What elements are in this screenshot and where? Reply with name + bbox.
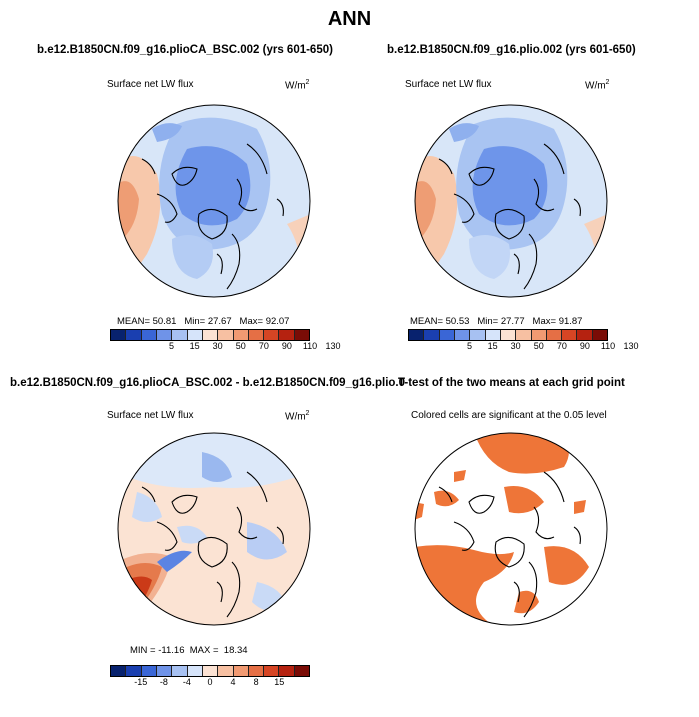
colorbar-swatch — [562, 330, 578, 340]
colorbar-tick-label: 70 — [556, 341, 567, 351]
colorbar-swatch — [156, 666, 173, 676]
panel4-case-title: T-test of the two means at each grid poi… — [398, 377, 625, 389]
panel1-units: W/m2 — [285, 79, 310, 92]
panel3-stats: MIN = -11.16 MAX = 18.34 — [130, 645, 248, 656]
colorbar-swatch — [126, 330, 142, 340]
colorbar-swatch — [202, 666, 219, 676]
colorbar-labels: -15 -8 -4 0 4 8 15 — [110, 677, 310, 689]
panel4-significance-map — [414, 432, 608, 626]
colorbar-swatch — [294, 330, 310, 340]
colorbar-labels: 5 15 30 50 70 90 110 130 — [110, 341, 341, 353]
colorbar-swatch — [172, 666, 188, 676]
panel3-case-title: b.e12.B1850CN.f09_g16.plioCA_BSC.002 - b… — [10, 377, 405, 389]
colorbar-tick-label: 110 — [302, 341, 318, 351]
colorbar-swatch — [156, 330, 173, 340]
colorbar-tick-label: 8 — [253, 677, 259, 687]
colorbar-tick-label: -8 — [159, 677, 168, 687]
colorbar-swatch — [248, 666, 265, 676]
colorbar-tick-label: 90 — [281, 341, 292, 351]
colorbar-tick-label: 0 — [207, 677, 213, 687]
colorbar-tick-label: 30 — [212, 341, 223, 351]
colorbar-swatch — [233, 666, 249, 676]
colorbar-tick-label: 5 — [467, 341, 473, 351]
colorbar-swatch — [531, 330, 547, 340]
panel2-colorbar: 5 15 30 50 70 90 110 130 — [408, 329, 639, 353]
colorbar-tick-label: 50 — [533, 341, 544, 351]
colorbar-tick-label: 130 — [325, 341, 341, 351]
colorbar-swatch — [111, 666, 127, 676]
figure-title: ANN — [327, 8, 372, 30]
colorbar-tick-label: 5 — [169, 341, 175, 351]
colorbar-swatch — [233, 330, 249, 340]
colorbar-swatches — [408, 329, 608, 341]
colorbar-swatch — [218, 330, 234, 340]
colorbar-swatch — [516, 330, 532, 340]
panel2-units: W/m2 — [585, 79, 610, 92]
panel4-note: Colored cells are significant at the 0.0… — [411, 410, 607, 421]
panel3-variable-label: Surface net LW flux — [107, 410, 194, 421]
colorbar-tick-label: 90 — [579, 341, 590, 351]
colorbar-swatch — [546, 330, 563, 340]
colorbar-tick-label: 15 — [189, 341, 200, 351]
panel1-stats: MEAN= 50.81 Min= 27.67 Max= 92.07 — [117, 316, 290, 327]
colorbar-swatch — [264, 330, 280, 340]
colorbar-tick-label: 4 — [230, 677, 236, 687]
colorbar-swatch — [485, 330, 501, 340]
colorbar-swatch — [248, 330, 265, 340]
colorbar-tick-label: -15 — [134, 677, 148, 687]
colorbar-swatch — [187, 330, 203, 340]
panel2-stats: MEAN= 50.53 Min= 27.77 Max= 91.87 — [410, 316, 583, 327]
panel1-colorbar: 5 15 30 50 70 90 110 130 — [110, 329, 341, 353]
colorbar-tick-label: 15 — [487, 341, 498, 351]
colorbar-swatch — [187, 666, 203, 676]
panel1-polar-map — [117, 104, 311, 298]
colorbar-swatches — [110, 329, 310, 341]
colorbar-swatch — [439, 330, 455, 340]
colorbar-swatch — [111, 330, 127, 340]
colorbar-swatch — [577, 330, 593, 340]
panel1-case-title: b.e12.B1850CN.f09_g16.plioCA_BSC.002 (yr… — [37, 44, 333, 56]
colorbar-swatch — [141, 330, 157, 340]
colorbar-tick-label: 15 — [274, 677, 285, 687]
colorbar-swatch — [264, 666, 280, 676]
colorbar-tick-label: 130 — [623, 341, 639, 351]
colorbar-tick-label: 70 — [258, 341, 269, 351]
colorbar-tick-label: 50 — [235, 341, 246, 351]
panel2-variable-label: Surface net LW flux — [405, 79, 492, 90]
colorbar-swatch — [592, 330, 608, 340]
colorbar-swatch — [172, 330, 188, 340]
colorbar-swatch — [470, 330, 486, 340]
colorbar-swatch — [500, 330, 517, 340]
colorbar-swatch — [454, 330, 471, 340]
colorbar-swatch — [424, 330, 440, 340]
panel3-difference-map — [117, 432, 311, 626]
colorbar-tick-label: -4 — [182, 677, 191, 687]
colorbar-tick-label: 110 — [600, 341, 616, 351]
colorbar-swatch — [126, 666, 142, 676]
panel3-colorbar: -15 -8 -4 0 4 8 15 — [110, 665, 310, 689]
colorbar-swatch — [409, 330, 425, 340]
panel2-case-title: b.e12.B1850CN.f09_g16.plio.002 (yrs 601-… — [387, 44, 636, 56]
colorbar-swatches — [110, 665, 310, 677]
panel2-polar-map — [414, 104, 608, 298]
colorbar-swatch — [141, 666, 157, 676]
colorbar-swatch — [202, 330, 219, 340]
colorbar-swatch — [218, 666, 234, 676]
colorbar-labels: 5 15 30 50 70 90 110 130 — [408, 341, 639, 353]
panel1-variable-label: Surface net LW flux — [107, 79, 194, 90]
panel3-units: W/m2 — [285, 410, 310, 423]
colorbar-tick-label: 30 — [510, 341, 521, 351]
colorbar-swatch — [294, 666, 310, 676]
colorbar-swatch — [279, 330, 295, 340]
colorbar-swatch — [279, 666, 295, 676]
